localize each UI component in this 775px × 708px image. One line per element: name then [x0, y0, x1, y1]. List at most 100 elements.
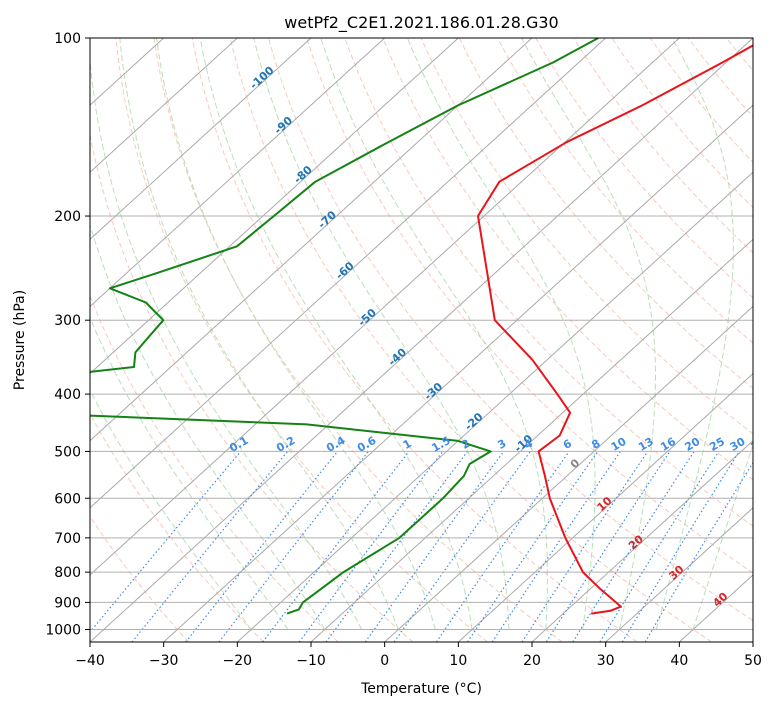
isotherm-line — [531, 439, 753, 642]
dry-adiabat — [229, 38, 712, 642]
isotherm-label: -70 — [316, 208, 340, 231]
mixing-ratio-line — [521, 451, 649, 642]
dry-adiabat — [115, 38, 488, 642]
dry-adiabat — [573, 38, 753, 254]
isotherm-line — [384, 305, 753, 642]
y-tick-label: 600 — [54, 491, 81, 507]
moist-adiabat — [90, 316, 289, 630]
dry-adiabat — [306, 38, 753, 574]
mixing-ratio-line — [325, 451, 468, 642]
dry-adiabat — [90, 132, 414, 642]
dry-adiabat — [344, 38, 753, 527]
isotherm-line — [90, 38, 680, 576]
x-tick-label: 30 — [597, 653, 615, 669]
moist-adiabat — [655, 38, 734, 630]
moist-adiabat — [156, 38, 436, 630]
mixing-ratio-line — [621, 451, 740, 642]
mixing-ratio-line — [393, 451, 531, 642]
dry-adiabat — [765, 38, 775, 642]
isotherm-label: -20 — [462, 410, 486, 433]
dry-adiabat — [535, 38, 753, 299]
mixing-ratio-line — [131, 451, 289, 642]
isotherm-label: 30 — [666, 563, 686, 583]
y-tick-label: 500 — [54, 444, 81, 460]
dry-adiabat — [382, 38, 753, 481]
x-tick-label: 0 — [380, 653, 389, 669]
y-axis: 100 200 300 400 500 600 700 800 900 1000 — [45, 31, 90, 638]
moist-adiabat — [119, 38, 399, 630]
dry-adiabat — [458, 38, 753, 389]
y-tick-label: 700 — [54, 531, 81, 547]
isotherm-line — [457, 372, 753, 642]
mixing-ratio-label: 36 — [748, 435, 768, 454]
x-tick-label: −30 — [149, 653, 179, 669]
y-tick-label: 300 — [54, 313, 81, 329]
mixing-ratio-line — [545, 451, 671, 642]
isotherm-line — [236, 171, 753, 642]
isotherm-line — [90, 38, 386, 308]
isotherm-line — [752, 641, 753, 642]
mixing-ratio-line — [262, 451, 410, 642]
dry-adiabat — [687, 38, 753, 118]
moist-adiabat — [692, 443, 753, 630]
x-tick-label: −10 — [296, 653, 326, 669]
moist-adiabats — [90, 38, 753, 630]
pressure-gridlines — [90, 38, 753, 630]
isotherm-label: -60 — [333, 259, 357, 282]
moist-adiabat — [90, 223, 326, 630]
mixing-ratio-line — [599, 451, 720, 642]
dry-adiabat — [90, 515, 190, 642]
dry-adiabat — [496, 38, 753, 344]
moist-adiabat — [253, 38, 510, 630]
dry-adiabat — [649, 38, 753, 164]
mixing-ratio-line — [491, 451, 621, 642]
isotherm-label: 10 — [594, 494, 614, 514]
dry-adiabat — [611, 38, 753, 209]
y-tick-label: 200 — [54, 209, 81, 225]
dry-adiabat — [191, 38, 638, 642]
mixing-ratio-line — [467, 451, 599, 642]
isotherm-label: -50 — [355, 306, 379, 329]
mixing-ratio-line — [218, 451, 369, 642]
mixing-ratio-line — [364, 451, 505, 642]
moist-adiabat — [90, 55, 363, 630]
moist-adiabat — [320, 38, 548, 630]
x-tick-label: −40 — [75, 653, 105, 669]
y-tick-label: 900 — [54, 595, 81, 611]
dry-adiabat — [268, 38, 753, 622]
isotherm-line — [605, 507, 753, 642]
x-tick-label: −20 — [223, 653, 253, 669]
isotherm-label: 20 — [626, 532, 646, 552]
moist-adiabat — [90, 388, 252, 630]
plot-frame — [89, 37, 754, 643]
mixing-ratio-label: 6 — [561, 437, 574, 452]
isotherm-label: 40 — [710, 590, 730, 610]
mixing-ratio-line — [185, 451, 339, 642]
x-axis-label: Temperature (°C) — [360, 681, 482, 697]
y-axis-label: Pressure (hPa) — [12, 290, 28, 390]
x-tick-label: 10 — [449, 653, 467, 669]
isotherm-line — [90, 38, 238, 173]
x-axis: −40 −30 −20 −10 0 10 20 30 40 50 — [75, 642, 762, 669]
y-tick-label: 1000 — [45, 622, 81, 638]
isotherm-line — [90, 38, 459, 375]
mixing-ratio-label: 3 — [495, 437, 508, 452]
isotherm-label: -40 — [386, 346, 410, 369]
mixing-ratio-line — [90, 451, 242, 633]
moist-adiabat — [406, 38, 596, 630]
moist-adiabat — [199, 38, 473, 630]
dry-adiabat — [90, 294, 339, 642]
plot-area: -100-90-80-70-60-50-40-30-20-10010203040… — [90, 38, 775, 642]
isotherm-line — [90, 38, 312, 241]
temperature-profile-line — [477, 44, 753, 615]
mixing-ratio-line — [435, 451, 570, 642]
x-tick-label: 20 — [523, 653, 541, 669]
y-tick-label: 100 — [54, 31, 81, 47]
isotherm-label: -80 — [291, 163, 315, 186]
moist-adiabat — [521, 38, 656, 630]
chart-title: wetPf2_C2E1.2021.186.01.28.G30 — [284, 13, 558, 33]
isotherm-line — [90, 38, 607, 509]
mixing-ratio-lines — [90, 451, 753, 642]
dry-adiabat — [726, 38, 753, 72]
